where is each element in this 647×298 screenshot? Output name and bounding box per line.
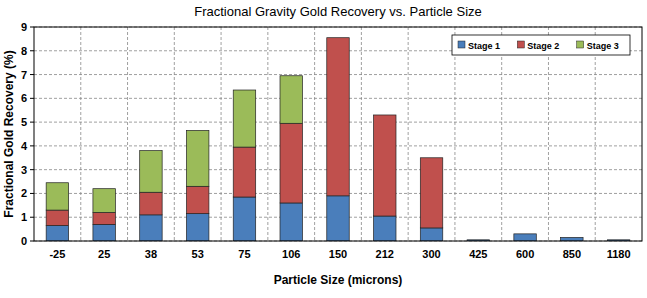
bar xyxy=(374,114,396,115)
legend-label: Stage 1 xyxy=(468,41,500,51)
plot-background xyxy=(34,27,642,241)
category-divider xyxy=(127,27,128,241)
tick-label: 1 xyxy=(21,211,27,223)
bar xyxy=(561,237,583,238)
legend-box xyxy=(452,35,630,55)
tick-label: 7 xyxy=(21,69,27,81)
category-label: 425 xyxy=(469,248,487,260)
bar xyxy=(514,233,536,234)
bar xyxy=(514,233,536,234)
bar xyxy=(186,214,208,241)
category-label: 25 xyxy=(98,248,110,260)
category-label: 850 xyxy=(563,248,581,260)
bar xyxy=(233,197,255,241)
category-divider xyxy=(548,27,549,241)
tick-label: 8 xyxy=(21,45,27,57)
bar xyxy=(327,38,349,196)
tick-mark xyxy=(30,122,34,123)
category-divider xyxy=(501,27,502,241)
category-divider xyxy=(314,27,315,241)
tick-mark xyxy=(30,193,34,194)
tick-label: 9 xyxy=(21,21,27,33)
category-divider xyxy=(174,27,175,241)
bar xyxy=(280,76,302,124)
bar xyxy=(607,239,629,240)
bar xyxy=(327,196,349,241)
category-label: 75 xyxy=(238,248,250,260)
category-label: 38 xyxy=(145,248,157,260)
bar xyxy=(280,123,302,203)
category-label: 53 xyxy=(192,248,204,260)
bar xyxy=(374,216,396,241)
tick-mark xyxy=(30,74,34,75)
plot-frame xyxy=(34,27,642,241)
bar xyxy=(607,239,629,240)
bar xyxy=(46,183,68,210)
category-label: 106 xyxy=(282,248,300,260)
bar xyxy=(561,237,583,241)
bar xyxy=(233,147,255,197)
bar xyxy=(420,157,442,158)
bar xyxy=(467,239,489,240)
legend-swatch xyxy=(517,41,524,48)
tick-label: 2 xyxy=(21,187,27,199)
category-label: 212 xyxy=(376,248,394,260)
title: Fractional Gravity Gold Recovery vs. Par… xyxy=(194,4,482,19)
bar xyxy=(140,192,162,215)
tick-mark xyxy=(30,145,34,146)
tick-label: 0 xyxy=(21,235,27,247)
bar xyxy=(374,115,396,216)
category-divider xyxy=(80,27,81,241)
category-label: 600 xyxy=(516,248,534,260)
bar xyxy=(186,130,208,186)
legend-label: Stage 2 xyxy=(527,41,559,51)
bar xyxy=(561,237,583,238)
tick-mark xyxy=(30,241,34,242)
category-divider xyxy=(221,27,222,241)
tick-label: 6 xyxy=(21,92,27,104)
tick-mark xyxy=(30,27,34,28)
tick-label: 4 xyxy=(21,140,28,152)
legend-label: Stage 3 xyxy=(587,41,619,51)
tick-label: 5 xyxy=(21,116,27,128)
bar xyxy=(186,186,208,213)
bar xyxy=(46,226,68,241)
category-label: 150 xyxy=(329,248,347,260)
bar xyxy=(140,215,162,241)
category-divider xyxy=(454,27,455,241)
bar xyxy=(327,37,349,38)
legend-swatch xyxy=(458,41,465,48)
bar xyxy=(420,158,442,228)
category-label: 1180 xyxy=(607,248,631,260)
category-divider xyxy=(361,27,362,241)
bars xyxy=(46,38,630,241)
chart: Fractional Gravity Gold Recovery vs. Par… xyxy=(0,0,647,298)
category-divider xyxy=(408,27,409,241)
bar xyxy=(514,234,536,241)
bar xyxy=(93,189,115,213)
category-label: 300 xyxy=(422,248,440,260)
tick-mark xyxy=(30,98,34,99)
tick-label: 3 xyxy=(21,164,27,176)
bar xyxy=(280,203,302,241)
legend-swatch xyxy=(577,41,584,48)
bar xyxy=(467,239,489,240)
category-label: -25 xyxy=(49,248,65,260)
tick-mark xyxy=(30,169,34,170)
bar xyxy=(420,228,442,241)
bar xyxy=(93,212,115,224)
x-axis-title: Particle Size (microns) xyxy=(274,273,403,287)
tick-mark xyxy=(30,217,34,218)
tick-mark xyxy=(30,50,34,51)
y-axis-title: Fractional Gold Recovery (%) xyxy=(2,50,16,217)
category-divider xyxy=(595,27,596,241)
bar xyxy=(46,210,68,225)
bar xyxy=(93,224,115,241)
bar xyxy=(140,151,162,193)
category-divider xyxy=(267,27,268,241)
legend: Stage 1 Stage 2 Stage 3 xyxy=(452,35,630,55)
bar xyxy=(233,90,255,147)
